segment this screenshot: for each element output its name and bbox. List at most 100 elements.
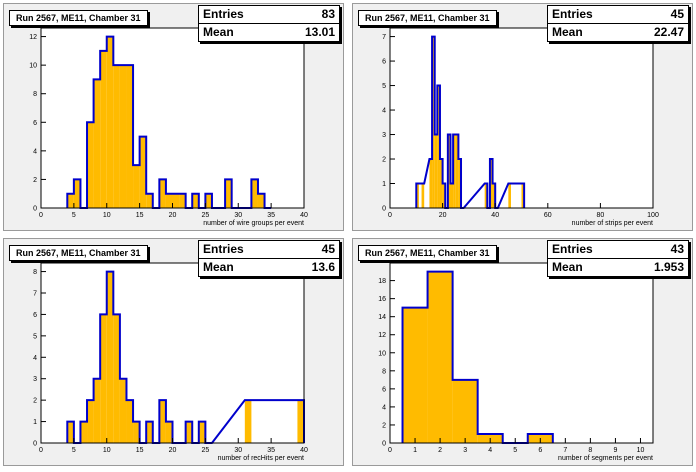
histogram-bar — [521, 183, 525, 208]
histogram-bar — [87, 400, 94, 443]
x-tick-label: 0 — [388, 212, 392, 219]
histogram-bar — [67, 193, 74, 208]
histogram-bar — [489, 159, 493, 208]
histogram-bar — [113, 65, 120, 208]
histogram-bar — [146, 421, 153, 443]
x-tick-label: 15 — [136, 212, 144, 219]
y-tick-label: 0 — [382, 206, 386, 213]
histogram-bar — [133, 421, 140, 443]
x-tick-label: 80 — [597, 212, 605, 219]
stats-box: Entries 45 Mean 22.47 — [547, 5, 689, 42]
x-tick-label: 8 — [588, 447, 592, 454]
x-axis-title: number of segments per event — [558, 455, 653, 462]
y-tick-label: 4 — [382, 108, 386, 115]
histogram-bar — [67, 421, 74, 443]
histogram-bar — [172, 193, 180, 208]
histogram-bar — [452, 379, 478, 443]
x-tick-label: 0 — [388, 447, 392, 454]
x-tick-label: 9 — [613, 447, 617, 454]
histogram-plot: 0 5 10 15 20 25 30 35 40 0 1 2 3 4 5 6 7 8 number of recHi… — [33, 262, 308, 462]
mean-label: Mean — [203, 260, 234, 274]
y-tick-label: 1 — [33, 419, 37, 426]
histogram-bar — [251, 179, 258, 208]
histogram-title: Run 2567, ME11, Chamber 31 — [9, 245, 148, 261]
x-tick-label: 20 — [169, 212, 177, 219]
mean-label: Mean — [552, 260, 583, 274]
histogram-bar — [484, 183, 488, 208]
x-tick-label: 10 — [103, 212, 111, 219]
x-axis-title: number of recHits per event — [218, 455, 304, 462]
histogram-bar — [133, 165, 140, 208]
y-tick-label: 8 — [33, 269, 37, 276]
x-tick-label: 2 — [438, 447, 442, 454]
x-tick-label: 5 — [513, 447, 517, 454]
histogram-outline — [415, 35, 526, 209]
x-tick-label: 35 — [267, 447, 275, 454]
x-tick-label: 60 — [544, 212, 552, 219]
histogram-bar — [458, 159, 462, 208]
histogram-title: Run 2567, ME11, Chamber 31 — [358, 245, 497, 261]
x-tick-label: 40 — [491, 212, 499, 219]
histogram-title: Run 2567, ME11, Chamber 31 — [9, 10, 148, 26]
y-tick-label: 4 — [33, 148, 37, 155]
y-tick-label: 7 — [382, 34, 386, 41]
x-tick-label: 40 — [300, 447, 308, 454]
mean-label: Mean — [203, 25, 234, 39]
histogram-bar — [100, 314, 107, 443]
histogram-bar — [159, 400, 166, 443]
histogram-bar — [87, 122, 94, 208]
histogram-bar — [429, 159, 433, 208]
histogram-bar — [80, 421, 88, 443]
y-tick-label: 12 — [378, 332, 386, 339]
x-tick-label: 30 — [234, 447, 242, 454]
histogram-bar — [244, 400, 252, 443]
y-tick-label: 16 — [378, 296, 386, 303]
y-tick-label: 8 — [33, 91, 37, 98]
y-tick-label: 12 — [29, 34, 37, 41]
histogram-bar — [427, 271, 453, 443]
histogram-bar — [165, 193, 173, 208]
histogram-bar — [198, 421, 206, 443]
plot-area — [41, 263, 304, 443]
histogram-bar — [297, 400, 304, 443]
x-axis-title: number of wire groups per event — [203, 220, 304, 227]
x-tick-label: 20 — [169, 447, 177, 454]
x-tick-label: 0 — [39, 447, 43, 454]
histogram-bar — [508, 183, 511, 208]
histogram-title: Run 2567, ME11, Chamber 31 — [358, 10, 497, 26]
y-tick-label: 10 — [29, 63, 37, 70]
y-tick-label: 5 — [33, 333, 37, 340]
entries-value: 45 — [670, 7, 684, 21]
y-tick-label: 2 — [382, 157, 386, 164]
x-tick-label: 30 — [234, 212, 242, 219]
stats-box: Entries 43 Mean 1.953 — [547, 240, 689, 277]
y-tick-label: 2 — [382, 422, 386, 429]
histogram-bar — [106, 271, 114, 443]
histogram-bar — [100, 50, 107, 208]
y-tick-label: 2 — [33, 398, 37, 405]
histogram-bar — [73, 179, 81, 208]
histogram-bar — [126, 65, 134, 208]
mean-value: 22.47 — [653, 25, 684, 39]
histogram-bar — [126, 400, 134, 443]
histogram-bar — [159, 179, 166, 208]
histogram-bar — [439, 159, 443, 208]
x-tick-label: 1 — [413, 447, 417, 454]
x-tick-label: 100 — [647, 212, 659, 219]
histogram-outline — [66, 35, 272, 209]
y-tick-label: 0 — [382, 441, 386, 448]
y-tick-label: 0 — [33, 441, 37, 448]
x-tick-label: 5 — [72, 447, 76, 454]
mean-value: 13.01 — [304, 25, 335, 39]
y-tick-label: 6 — [382, 59, 386, 66]
x-tick-label: 4 — [488, 447, 492, 454]
y-tick-label: 6 — [33, 312, 37, 319]
histogram-bar — [179, 193, 186, 208]
histogram-bar — [93, 79, 101, 208]
histogram-bar — [447, 134, 451, 208]
x-tick-label: 10 — [103, 447, 111, 454]
y-tick-label: 5 — [382, 83, 386, 90]
histogram-bar — [450, 183, 454, 208]
histogram-bar — [119, 378, 127, 443]
histogram-bar — [185, 421, 193, 443]
